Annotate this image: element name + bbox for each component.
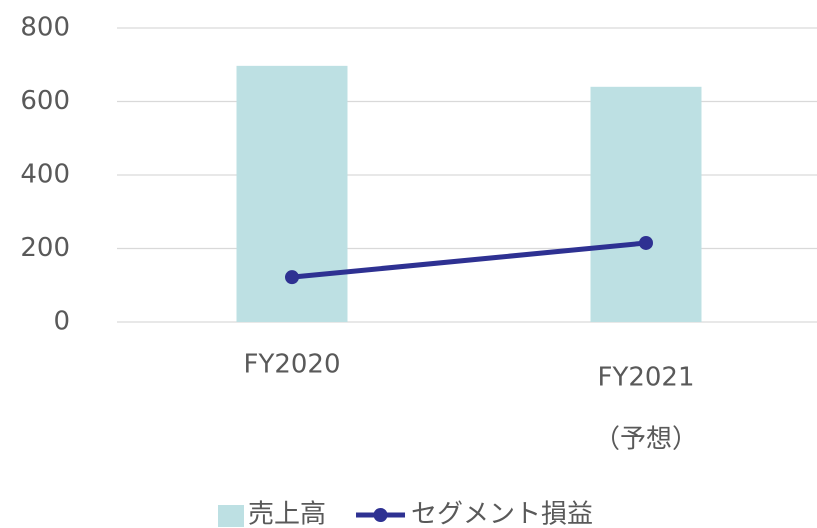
y-tick-label: 600 bbox=[20, 86, 70, 116]
y-tick-label: 400 bbox=[20, 160, 70, 190]
legend-swatch bbox=[218, 505, 244, 527]
x-tick-label: FY2021 bbox=[597, 363, 694, 393]
line bbox=[291, 240, 647, 280]
legend-swatch bbox=[373, 508, 388, 522]
line-point bbox=[285, 270, 299, 285]
line-point bbox=[639, 235, 653, 250]
y-tick-label: 0 bbox=[53, 307, 70, 337]
legend-label: セグメント損益 bbox=[411, 500, 593, 528]
legend-label: 売上高 bbox=[248, 500, 326, 528]
x-tick-label: （予想） bbox=[594, 425, 698, 455]
x-tick-label: FY2020 bbox=[243, 350, 340, 380]
bar bbox=[590, 86, 702, 322]
y-tick-label: 200 bbox=[20, 233, 70, 263]
y-tick-label: 800 bbox=[20, 13, 70, 43]
